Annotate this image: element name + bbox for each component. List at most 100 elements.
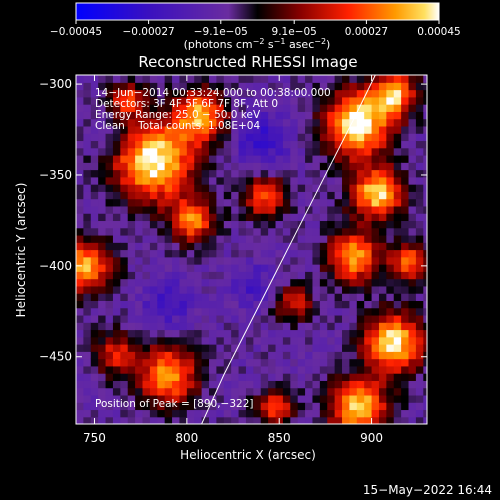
heatmap-cell — [120, 351, 129, 360]
heatmap-cell — [349, 242, 358, 251]
heatmap-cell — [120, 89, 129, 98]
heatmap-cell — [312, 154, 321, 163]
heatmap-cell — [149, 89, 158, 98]
heatmap-cell — [172, 314, 181, 323]
heatmap-cell — [312, 213, 321, 222]
heatmap-cell — [297, 220, 306, 229]
heatmap-cell — [135, 111, 144, 120]
heatmap-cell — [135, 154, 144, 163]
heatmap-cell — [209, 293, 217, 301]
heatmap-cell — [275, 96, 284, 105]
heatmap-cell — [238, 300, 247, 309]
heatmap-cell — [275, 176, 284, 185]
heatmap-cell — [112, 227, 121, 236]
heatmap-cell — [105, 220, 114, 229]
heatmap-cell — [349, 220, 358, 229]
heatmap-cell — [142, 147, 151, 156]
heatmap-cell — [76, 365, 84, 374]
heatmap-cell — [90, 220, 99, 229]
heatmap-cell — [216, 89, 225, 98]
heatmap-cell — [194, 329, 203, 338]
heatmap-cell — [275, 402, 284, 411]
heatmap-cell — [209, 242, 217, 251]
heatmap-cell — [423, 322, 427, 331]
heatmap-cell — [423, 394, 427, 403]
heatmap-cell — [120, 242, 129, 251]
heatmap-cell — [268, 373, 277, 381]
heatmap-cell — [408, 118, 417, 127]
heatmap-cell — [127, 365, 136, 374]
heatmap-cell — [179, 234, 188, 243]
heatmap-cell — [356, 365, 365, 374]
heatmap-cell — [76, 293, 84, 301]
heatmap-cell — [157, 154, 166, 163]
heatmap-cell — [245, 278, 254, 287]
heatmap-cell — [423, 154, 427, 163]
heatmap-cell — [83, 205, 92, 214]
heatmap-cell — [142, 118, 151, 127]
heatmap-cell — [164, 140, 173, 149]
heatmap-cell — [209, 351, 217, 360]
heatmap-cell — [386, 133, 395, 142]
heatmap-cell — [216, 380, 225, 389]
heatmap-cell — [149, 249, 158, 258]
heatmap-cell — [275, 162, 284, 171]
heatmap-cell — [216, 133, 225, 142]
heatmap-cell — [334, 104, 343, 112]
heatmap-cell — [408, 365, 417, 374]
heatmap-cell — [98, 140, 107, 149]
heatmap-cell — [305, 89, 314, 98]
heatmap-cell — [98, 82, 107, 91]
heatmap-cell — [238, 409, 247, 418]
heatmap-cell — [356, 409, 365, 418]
heatmap-cell — [186, 329, 195, 338]
heatmap-cell — [364, 373, 373, 381]
heatmap-cell — [112, 176, 121, 185]
heatmap-cell — [135, 104, 144, 112]
heatmap-cell — [194, 191, 203, 200]
heatmap-cell — [201, 125, 210, 134]
heatmap-cell — [164, 162, 173, 171]
heatmap-cell — [312, 278, 321, 287]
heatmap-cell — [157, 111, 166, 120]
heatmap-cell — [260, 351, 269, 360]
heatmap-cell — [260, 104, 269, 112]
heatmap-cell — [149, 394, 158, 403]
heatmap-cell — [98, 75, 107, 83]
heatmap-cell — [238, 271, 247, 280]
heatmap-cell — [194, 227, 203, 236]
heatmap-cell — [401, 373, 410, 381]
heatmap-cell — [157, 133, 166, 142]
heatmap-cell — [378, 104, 387, 112]
heatmap-cell — [209, 300, 217, 309]
heatmap-cell — [305, 271, 314, 280]
heatmap-cell — [223, 154, 232, 163]
heatmap-cell — [342, 278, 351, 287]
heatmap-cell — [157, 409, 166, 418]
heatmap-cell — [135, 213, 144, 222]
heatmap-cell — [142, 89, 151, 98]
heatmap-cell — [378, 154, 387, 163]
heatmap-cell — [356, 351, 365, 360]
heatmap-cell — [364, 300, 373, 309]
heatmap-cell — [223, 402, 232, 411]
heatmap-cell — [260, 154, 269, 163]
heatmap-cell — [253, 118, 262, 127]
heatmap-cell — [356, 387, 365, 396]
heatmap-cell — [135, 314, 144, 323]
heatmap-cell — [305, 387, 314, 396]
heatmap-cell — [378, 394, 387, 403]
heatmap-cell — [157, 213, 166, 222]
heatmap-cell — [253, 336, 262, 345]
heatmap-cell — [179, 416, 188, 424]
heatmap-cell — [112, 82, 121, 91]
heatmap-cell — [245, 344, 254, 352]
heatmap-cell — [179, 271, 188, 280]
heatmap-cell — [393, 140, 402, 149]
heatmap-cell — [164, 300, 173, 309]
heatmap-cell — [186, 307, 195, 316]
heatmap-cell — [157, 125, 166, 134]
heatmap-cell — [216, 402, 225, 411]
heatmap-cell — [201, 133, 210, 142]
heatmap-cell — [90, 402, 99, 411]
